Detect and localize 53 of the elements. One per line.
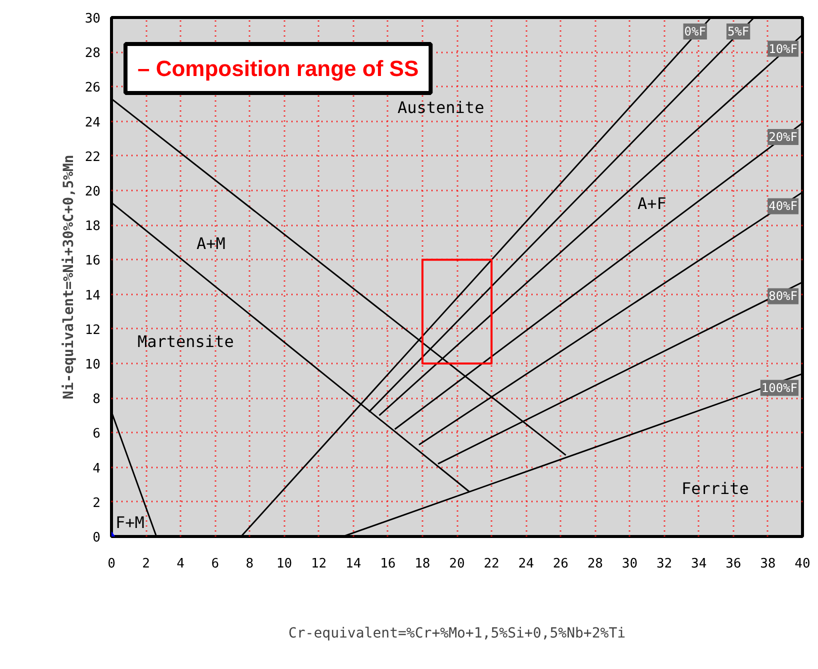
x-tick-label: 12 bbox=[310, 556, 327, 572]
series-label: 20%F bbox=[768, 130, 798, 144]
annotation: – Composition range of SS bbox=[138, 56, 419, 81]
x-tick-label: 16 bbox=[380, 556, 396, 572]
x-tick-label: 20 bbox=[449, 556, 465, 572]
series-label: 100%F bbox=[761, 380, 798, 395]
annotation: A+F bbox=[638, 194, 666, 213]
y-tick-label: 18 bbox=[84, 219, 101, 234]
y-tick-label: 30 bbox=[84, 12, 101, 26]
series-label: 80%F bbox=[768, 289, 798, 304]
y-tick-label: 8 bbox=[92, 392, 100, 408]
series-label: 10%F bbox=[768, 42, 798, 56]
y-tick-label: 20 bbox=[84, 184, 101, 200]
series-label: 0%F bbox=[684, 24, 706, 38]
y-tick-label: 12 bbox=[84, 322, 101, 338]
annotation: Martensite bbox=[138, 332, 234, 351]
x-tick-label: 6 bbox=[211, 556, 220, 572]
x-tick-label: 18 bbox=[414, 556, 430, 572]
x-tick-label: 14 bbox=[346, 556, 362, 572]
x-tick-label: 26 bbox=[552, 556, 568, 572]
x-tick-label: 24 bbox=[518, 556, 534, 572]
annotation: A+M bbox=[196, 234, 226, 253]
y-tick-label: 24 bbox=[84, 115, 101, 130]
x-tick-label: 4 bbox=[176, 556, 185, 572]
annotation: Ferrite bbox=[682, 479, 749, 498]
y-tick-label: 10 bbox=[84, 358, 101, 372]
y-tick-label: 2 bbox=[92, 496, 100, 511]
y-tick-label: 16 bbox=[84, 254, 101, 269]
y-tick-label: 26 bbox=[84, 80, 101, 96]
y-tick-label: 6 bbox=[92, 426, 100, 442]
x-tick-label: 34 bbox=[691, 556, 707, 572]
x-tick-label: 38 bbox=[760, 556, 776, 572]
y-tick-label: 0 bbox=[92, 530, 100, 546]
x-tick-label: 22 bbox=[484, 556, 500, 572]
x-tick-label: 30 bbox=[622, 556, 638, 572]
series-label: 40%F bbox=[768, 199, 798, 214]
x-tick-label: 36 bbox=[726, 556, 742, 572]
x-tick-label: 8 bbox=[246, 556, 254, 572]
y-tick-label: 22 bbox=[84, 150, 101, 165]
annotation: Austenite bbox=[398, 98, 484, 117]
y-axis-title: Ni-equivalent=%Ni+30%C+0,5%Mn bbox=[60, 154, 77, 400]
x-tick-label: 28 bbox=[587, 556, 604, 572]
series-label: 5%F bbox=[727, 24, 750, 38]
x-axis-title: Cr-equivalent=%Cr+%Mo+1,5%Si+0,5%Nb+2%Ti bbox=[288, 626, 626, 642]
x-tick-label: 0 bbox=[108, 556, 116, 572]
x-tick-label: 32 bbox=[656, 556, 672, 572]
x-tick-label: 40 bbox=[794, 556, 810, 572]
annotation: F+M bbox=[116, 513, 144, 532]
y-tick-label: 14 bbox=[84, 288, 101, 304]
x-tick-label: 2 bbox=[142, 556, 150, 572]
y-tick-label: 28 bbox=[84, 46, 101, 62]
y-tick-label: 4 bbox=[92, 461, 101, 476]
x-tick-label: 10 bbox=[276, 556, 292, 572]
